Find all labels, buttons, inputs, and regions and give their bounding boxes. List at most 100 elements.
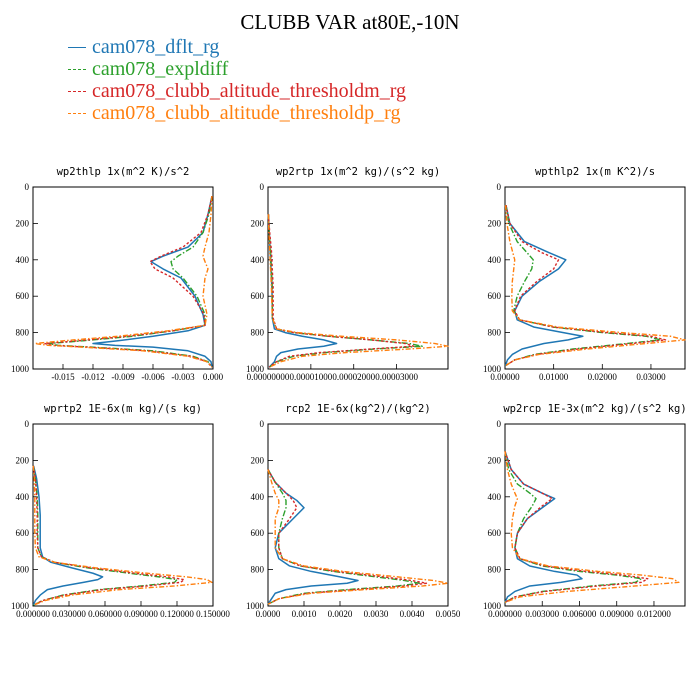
y-tick-label: 1000	[246, 364, 265, 374]
x-tick-label: 0.0000	[256, 609, 281, 619]
panel-4: wprtp2 1E-6x(m kg)/(s kg) 0 200 400 600 800 10…	[11, 403, 230, 619]
y-tick-label: 0	[25, 419, 30, 429]
legend-item-dflt: cam078_dflt_rg	[68, 36, 406, 58]
y-tick-label: 0	[497, 419, 502, 429]
series-line-2	[47, 195, 213, 368]
series-line-4	[267, 214, 449, 368]
legend-label: cam078_clubb_altitude_thresholdm_rg	[92, 79, 407, 102]
y-tick-label: 400	[488, 255, 502, 265]
series-line-2	[505, 205, 662, 366]
y-tick-label: 1000	[483, 601, 502, 611]
legend-label: cam078_expldiff	[92, 57, 229, 80]
panel-title: wp2thlp 1x(m^2 K)/s^2	[57, 166, 190, 178]
y-tick-label: 200	[488, 455, 502, 465]
x-tick-label: 0.003000	[525, 609, 559, 619]
x-tick-label: -0.006	[141, 372, 165, 382]
x-tick-label: 0.0050	[436, 609, 461, 619]
x-tick-label: 0.150000	[196, 609, 230, 619]
x-tick-label: -0.015	[51, 372, 75, 382]
y-tick-label: 1000	[483, 364, 502, 374]
y-tick-label: 800	[488, 565, 502, 575]
x-tick-label: 0.120000	[160, 609, 194, 619]
legend-item-altm: cam078_clubb_altitude_thresholdm_rg	[68, 80, 406, 102]
legend-item-altp: cam078_clubb_altitude_thresholdp_rg	[68, 102, 406, 124]
y-tick-label: 600	[251, 291, 265, 301]
legend: cam078_dflt_rg cam078_expldiff cam078_cl…	[68, 36, 406, 124]
x-tick-label: 0.00001000	[289, 372, 332, 382]
plot-frame	[32, 186, 214, 370]
x-tick-label: 0.00000000	[247, 372, 290, 382]
legend-swatch	[68, 68, 86, 70]
series-line-3	[44, 195, 213, 368]
panel-2: wp2rtp 1x(m^2 kg)/(s^2 kg) 0 200 400 600 800 1…	[246, 166, 449, 382]
x-tick-label: 0.000	[203, 372, 224, 382]
y-tick-label: 1000	[11, 364, 30, 374]
panel-title: rcp2 1E-6x(kg^2)/(kg^2)	[285, 403, 430, 415]
figure-title: CLUBB VAR at80E,-10N	[240, 10, 460, 34]
x-tick-label: 0.060000	[88, 609, 122, 619]
x-tick-label: -0.003	[171, 372, 195, 382]
series-line-2	[267, 469, 420, 605]
panel-title: wprtp2 1E-6x(m kg)/(s kg)	[44, 403, 202, 415]
y-tick-label: 800	[251, 565, 265, 575]
y-tick-label: 400	[251, 492, 265, 502]
x-tick-label: 0.0030	[364, 609, 389, 619]
y-tick-label: 600	[488, 291, 502, 301]
panel-6: wp2rcp 1E-3x(m^2 kg)/(s^2 kg)0 200 400 600 8…	[483, 403, 687, 619]
y-tick-label: 200	[488, 218, 502, 228]
series-line-4	[32, 465, 213, 606]
series-line-3	[32, 465, 185, 606]
panel-5: rcp2 1E-6x(kg^2)/(kg^2) 0 200 400 600 800 1000…	[246, 403, 461, 619]
y-tick-label: 800	[251, 328, 265, 338]
panel-3: wpthlp2 1x(m K^2)/s 0 200 400 600 800 10000.00…	[483, 166, 686, 382]
y-tick-label: 200	[16, 455, 30, 465]
y-tick-label: 600	[488, 528, 502, 538]
series-line-1	[267, 469, 359, 605]
series-line-1	[92, 195, 213, 368]
series-line-4	[504, 451, 680, 604]
series-line-3	[504, 451, 649, 603]
series-line-1	[504, 205, 584, 366]
y-tick-label: 400	[251, 255, 265, 265]
y-tick-label: 600	[251, 528, 265, 538]
y-tick-label: 400	[16, 492, 30, 502]
legend-label: cam078_dflt_rg	[92, 35, 220, 58]
plot-frame	[267, 423, 449, 607]
plot-frame	[32, 423, 214, 607]
y-tick-label: 600	[16, 528, 30, 538]
plot-frame	[504, 423, 686, 607]
y-tick-label: 400	[16, 255, 30, 265]
series-line-1	[504, 451, 583, 603]
y-tick-label: 200	[251, 218, 265, 228]
x-tick-label: 0.000000	[488, 609, 522, 619]
y-tick-label: 800	[16, 565, 30, 575]
y-tick-label: 600	[16, 291, 30, 301]
series-line-4	[504, 205, 686, 366]
y-tick-label: 1000	[11, 601, 30, 611]
x-tick-label: 0.030000	[52, 609, 86, 619]
series-line-2	[267, 214, 423, 368]
panel-1: wp2thlp 1x(m^2 K)/s^2 0 200 400 600 800 1000 -0…	[11, 166, 224, 382]
y-tick-label: 800	[488, 328, 502, 338]
y-tick-label: 0	[260, 419, 265, 429]
series-line-3	[267, 214, 415, 368]
y-tick-label: 1000	[246, 601, 265, 611]
x-tick-label: 0.006000	[563, 609, 597, 619]
y-tick-label: 800	[16, 328, 30, 338]
x-tick-label: 0.02000	[588, 372, 618, 382]
x-tick-label: 0.0010	[292, 609, 317, 619]
y-tick-label: 0	[260, 182, 265, 192]
panel-title: wp2rtp 1x(m^2 kg)/(s^2 kg)	[276, 166, 440, 178]
plot-frame	[504, 186, 686, 370]
series-line-1	[32, 465, 104, 606]
y-tick-label: 400	[488, 492, 502, 502]
y-tick-label: 200	[16, 218, 30, 228]
x-tick-label: -0.009	[111, 372, 135, 382]
x-tick-label: 0.00000	[490, 372, 520, 382]
series-line-2	[32, 465, 178, 606]
y-tick-label: 0	[497, 182, 502, 192]
x-tick-label: -0.012	[81, 372, 104, 382]
legend-label: cam078_clubb_altitude_thresholdp_rg	[92, 101, 401, 124]
x-tick-label: 0.00003000	[375, 372, 418, 382]
